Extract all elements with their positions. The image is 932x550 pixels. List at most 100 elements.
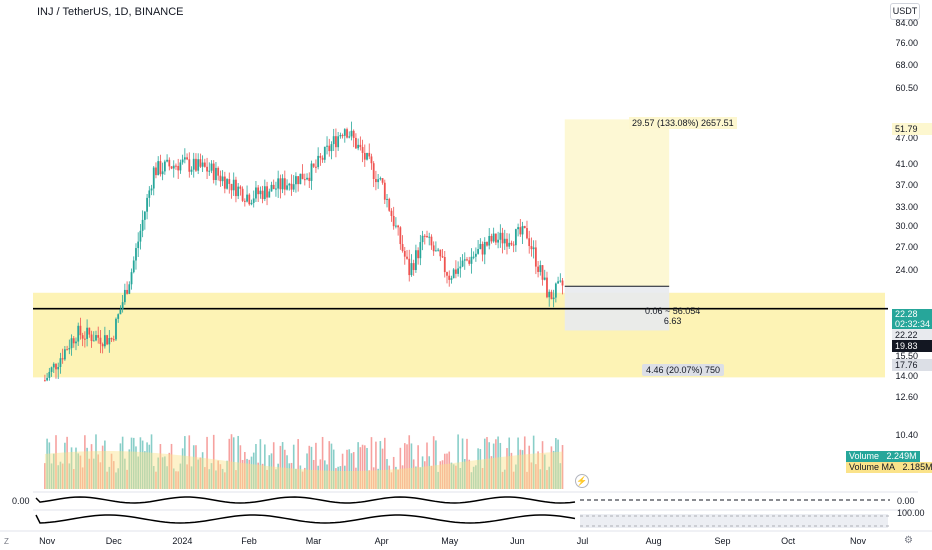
candle-body (301, 173, 304, 180)
candle-body (126, 289, 128, 294)
volume-bar (364, 445, 366, 489)
candle-body (341, 135, 344, 137)
candle-body (432, 245, 435, 252)
candle-body (430, 236, 433, 246)
candle-body (450, 278, 453, 280)
z-icon[interactable]: Z (4, 537, 9, 546)
candle-body (166, 159, 168, 162)
time-axis-label: Aug (645, 536, 662, 546)
volume-value: 2.249M (886, 451, 917, 461)
volume-bar (412, 459, 415, 489)
volume-bar (190, 466, 193, 489)
candle-body (261, 190, 264, 200)
volume-bar (299, 465, 302, 489)
symbol-title[interactable]: INJ / TetherUS, 1D, BINANCE (37, 6, 184, 18)
volume-bar (130, 437, 133, 489)
gear-icon[interactable]: ⚙ (904, 535, 913, 546)
volume-bar (268, 455, 271, 489)
candle-body (243, 200, 246, 202)
volume-bar (430, 465, 433, 489)
candle-body (283, 178, 286, 190)
candle-body (221, 176, 224, 182)
candle-body (123, 289, 126, 303)
candle-body (421, 235, 424, 243)
candle-body (308, 177, 311, 181)
volume-bar (419, 467, 422, 489)
indicator-left-value: 0.00 (12, 496, 30, 506)
candle-body (335, 136, 337, 148)
volume-bar (72, 469, 75, 489)
candle-body (112, 339, 115, 341)
candle-body (297, 176, 300, 185)
candle-body (230, 183, 233, 191)
candle-body (423, 235, 426, 237)
candle-body (419, 242, 422, 259)
candle-body (128, 284, 131, 294)
candle-body (92, 340, 95, 342)
candle-body (212, 163, 215, 181)
volume-bar (184, 436, 186, 489)
volume-bar (468, 459, 471, 489)
volume-bar (295, 468, 297, 489)
candle-body (488, 235, 491, 246)
candle-body (270, 184, 273, 192)
volume-bar (337, 466, 339, 489)
volume-bar (152, 466, 155, 489)
candle-body (266, 186, 268, 198)
candle-body (292, 184, 295, 190)
volume-bar (463, 459, 466, 489)
candle-body (328, 145, 331, 152)
volume-bar (530, 462, 533, 489)
candle-body (490, 235, 493, 242)
candle-body (474, 253, 477, 257)
volume-bar (550, 446, 553, 489)
volume-bar (95, 434, 97, 489)
candle-body (159, 161, 162, 175)
candle-body (130, 272, 133, 285)
volume-bar (450, 462, 453, 489)
volume-bar (81, 467, 84, 489)
lightning-icon[interactable]: ⚡ (575, 474, 589, 488)
volume-bar (159, 444, 162, 489)
volume-bar (310, 446, 313, 489)
candle-body (470, 256, 473, 264)
candle-body (528, 238, 531, 247)
candle-body (163, 161, 166, 172)
volume-bar (255, 444, 257, 489)
candle-body (534, 247, 537, 267)
candle-body (190, 169, 193, 172)
candlestick-series (43, 121, 564, 382)
candle-body (375, 179, 377, 183)
entry-price-tag: 22.22 (892, 329, 932, 341)
candle-body (377, 179, 380, 183)
candle-body (66, 349, 69, 351)
volume-bar (226, 460, 228, 489)
volume-bar (383, 437, 386, 489)
candle-body (539, 265, 542, 272)
volume-bar (432, 436, 435, 489)
candle-body (437, 249, 440, 251)
time-axis-label: Apr (374, 536, 389, 546)
volume-bar (301, 471, 304, 489)
indicator-panes (33, 491, 918, 528)
price-axis-label: 30.00 (895, 221, 918, 232)
candle-body (346, 129, 348, 138)
volume-bar (417, 445, 419, 489)
volume-bar (452, 464, 455, 489)
volume-bar (483, 438, 486, 489)
volume-bar (46, 438, 48, 489)
candle-body (472, 256, 475, 258)
candle-body (219, 175, 222, 182)
volume-bar (292, 444, 295, 489)
volume-bar (466, 438, 468, 489)
volume-bar (117, 468, 120, 489)
volume-bar (170, 443, 173, 489)
candle-body (170, 166, 173, 169)
volume-bar (341, 453, 344, 489)
volume-bar (495, 439, 497, 489)
candle-body (348, 136, 351, 138)
candle-body (246, 194, 248, 202)
currency-selector[interactable]: USDT (890, 3, 920, 20)
candle-body (381, 178, 384, 183)
